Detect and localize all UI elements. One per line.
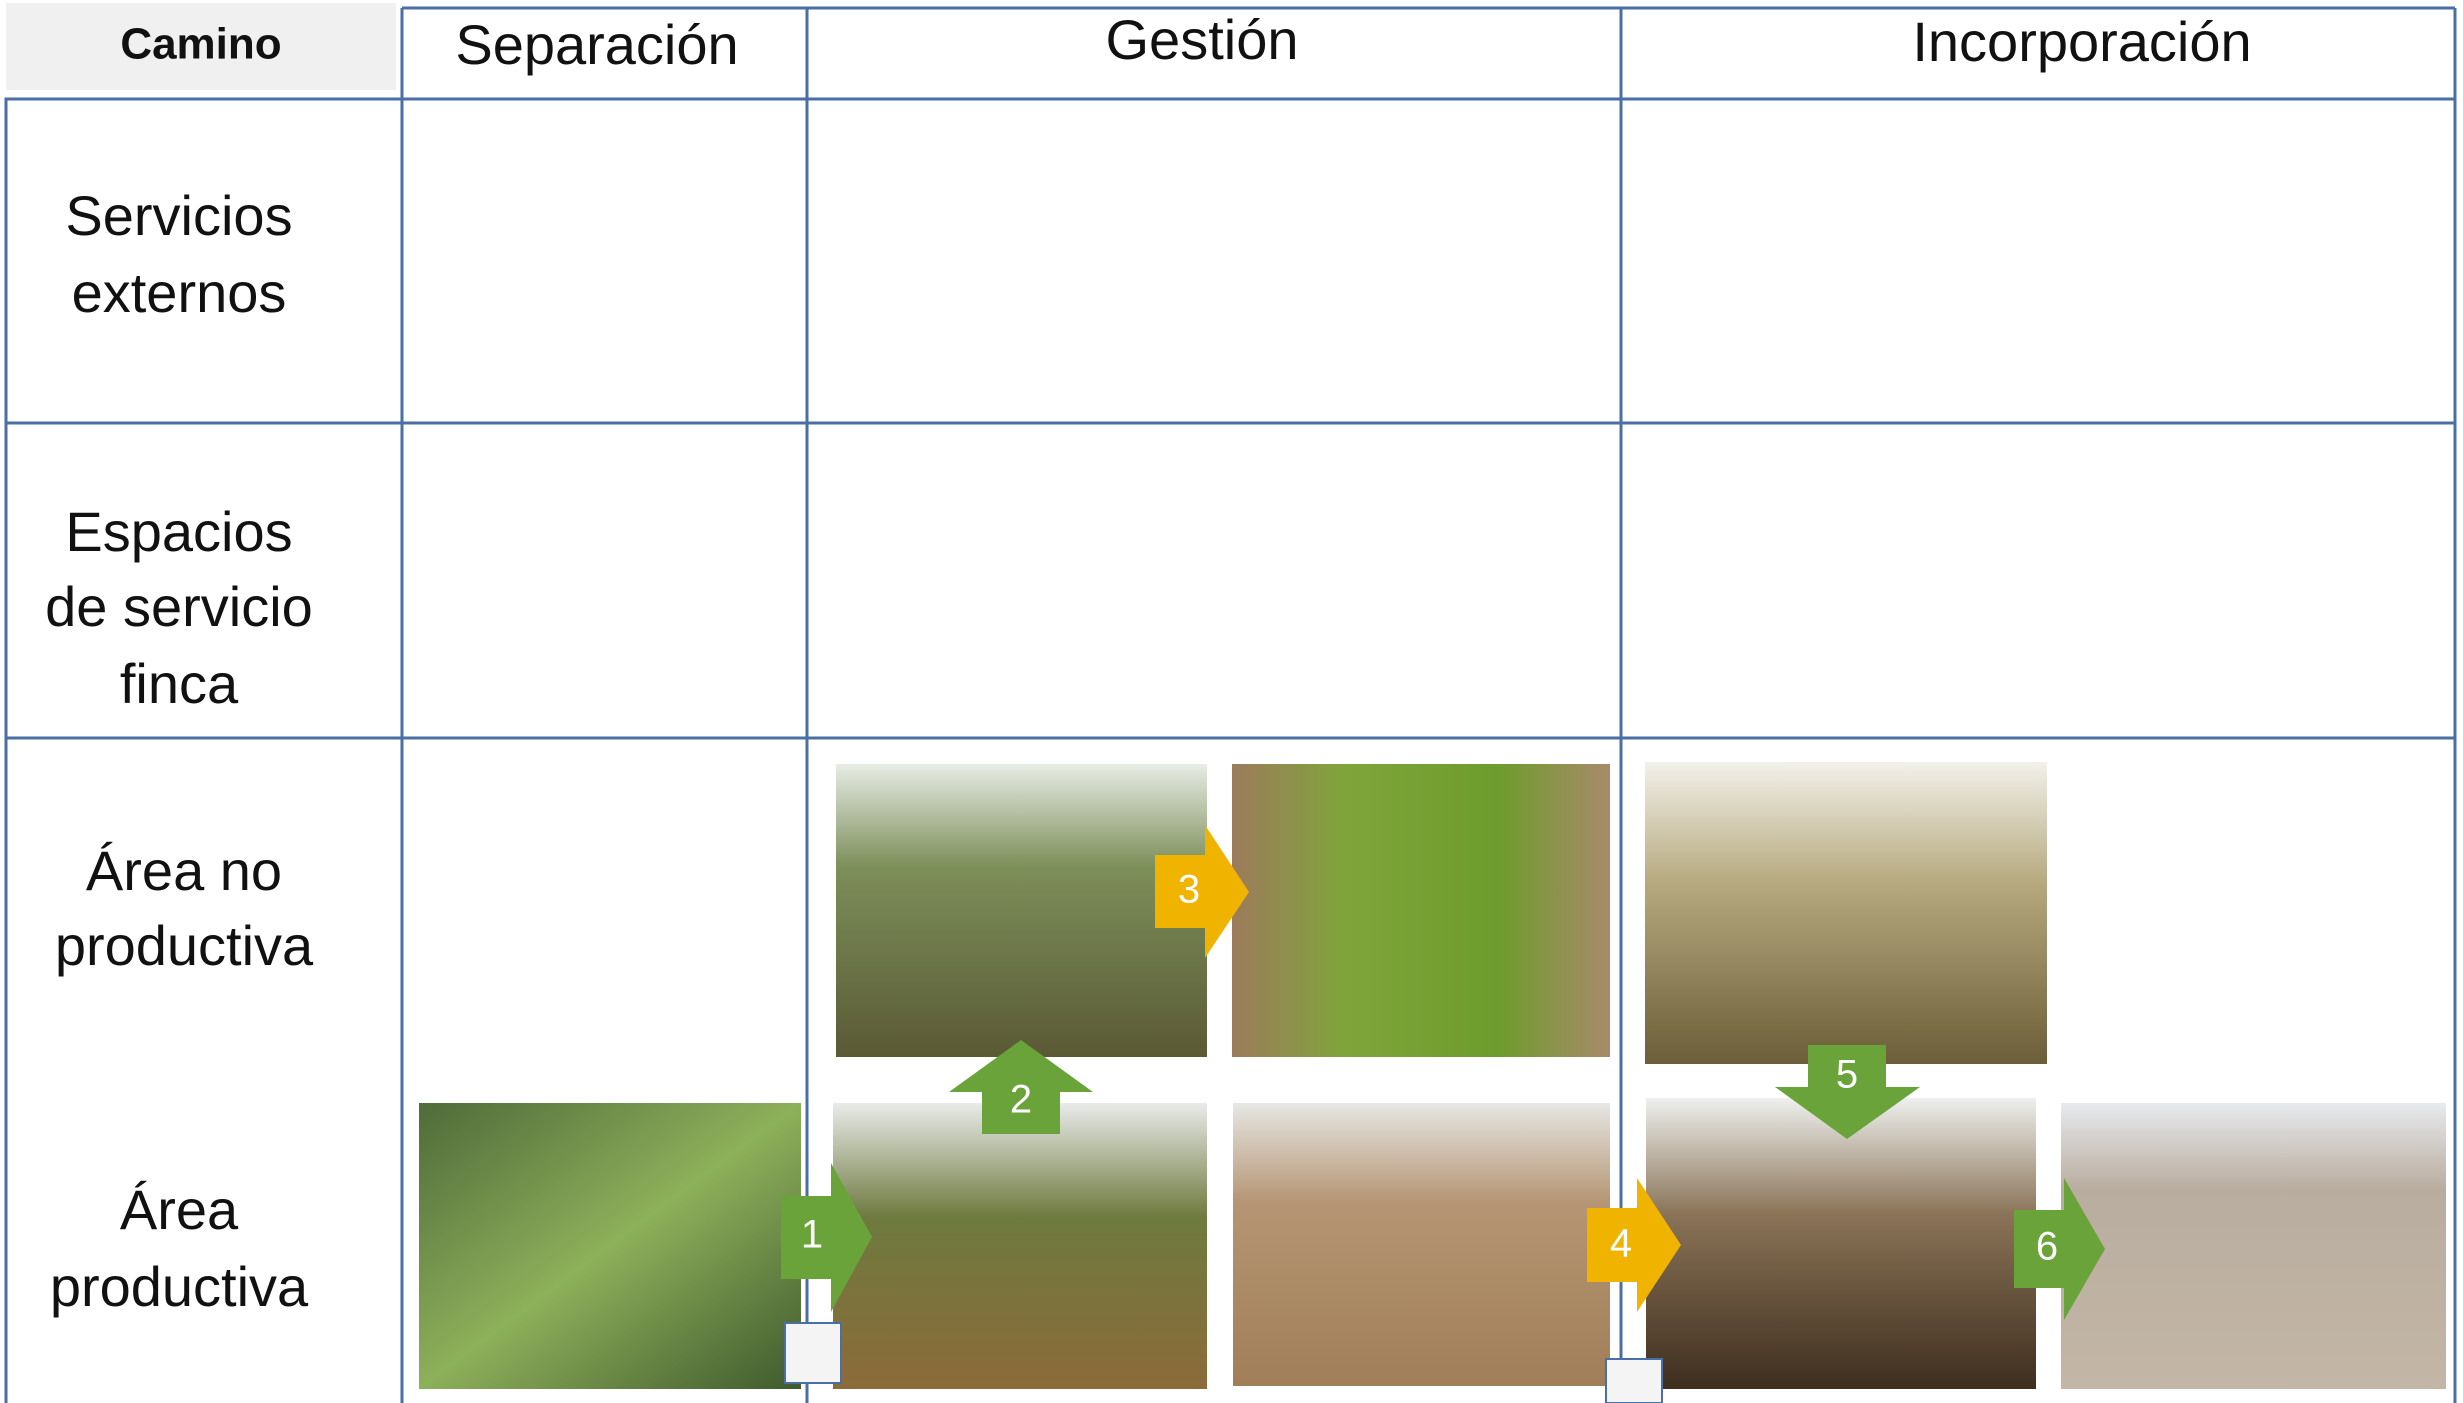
photo bbox=[1232, 764, 1610, 1057]
row-label: productiva bbox=[55, 914, 314, 977]
row-label: Espacios bbox=[65, 500, 292, 563]
photo bbox=[833, 1103, 1207, 1389]
arrow bbox=[949, 1040, 1093, 1134]
photo bbox=[1646, 1098, 2036, 1389]
row-label: Área no bbox=[86, 839, 282, 902]
row-label: finca bbox=[120, 652, 239, 715]
step-number: 4 bbox=[1610, 1222, 1632, 1266]
arrow bbox=[1775, 1045, 1920, 1139]
arrow bbox=[781, 1163, 872, 1312]
arrow bbox=[1587, 1178, 1681, 1312]
corner-cell bbox=[6, 3, 396, 90]
photo bbox=[836, 764, 1207, 1057]
arrow bbox=[2014, 1178, 2105, 1320]
row-label: externos bbox=[72, 261, 287, 324]
row-label: Servicios bbox=[65, 184, 292, 247]
table-grid bbox=[4, 6, 2457, 1403]
column-header: Gestión bbox=[1106, 8, 1299, 71]
column-header: Incorporación bbox=[1912, 10, 2251, 73]
corner-label: Camino bbox=[120, 20, 281, 69]
column-header: Separación bbox=[455, 13, 738, 76]
photo bbox=[419, 1103, 801, 1389]
document-icon bbox=[1605, 1358, 1663, 1403]
step-number: 1 bbox=[801, 1213, 823, 1257]
step-number: 3 bbox=[1178, 868, 1200, 912]
step-number: 6 bbox=[2036, 1225, 2058, 1269]
row-label: Área bbox=[120, 1178, 239, 1241]
photo bbox=[1233, 1103, 1610, 1386]
arrow bbox=[1155, 825, 1249, 958]
step-number: 2 bbox=[1010, 1078, 1032, 1122]
photo bbox=[2061, 1103, 2446, 1389]
row-label: productiva bbox=[50, 1255, 309, 1318]
row-label: de servicio bbox=[45, 575, 313, 638]
step-number: 5 bbox=[1836, 1053, 1858, 1097]
photo bbox=[1645, 762, 2047, 1064]
document-icon bbox=[784, 1322, 842, 1384]
